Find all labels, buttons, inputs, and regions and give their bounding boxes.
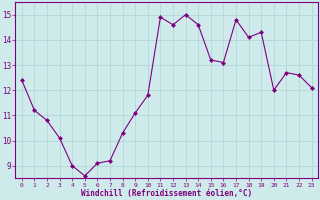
X-axis label: Windchill (Refroidissement éolien,°C): Windchill (Refroidissement éolien,°C) <box>81 189 252 198</box>
